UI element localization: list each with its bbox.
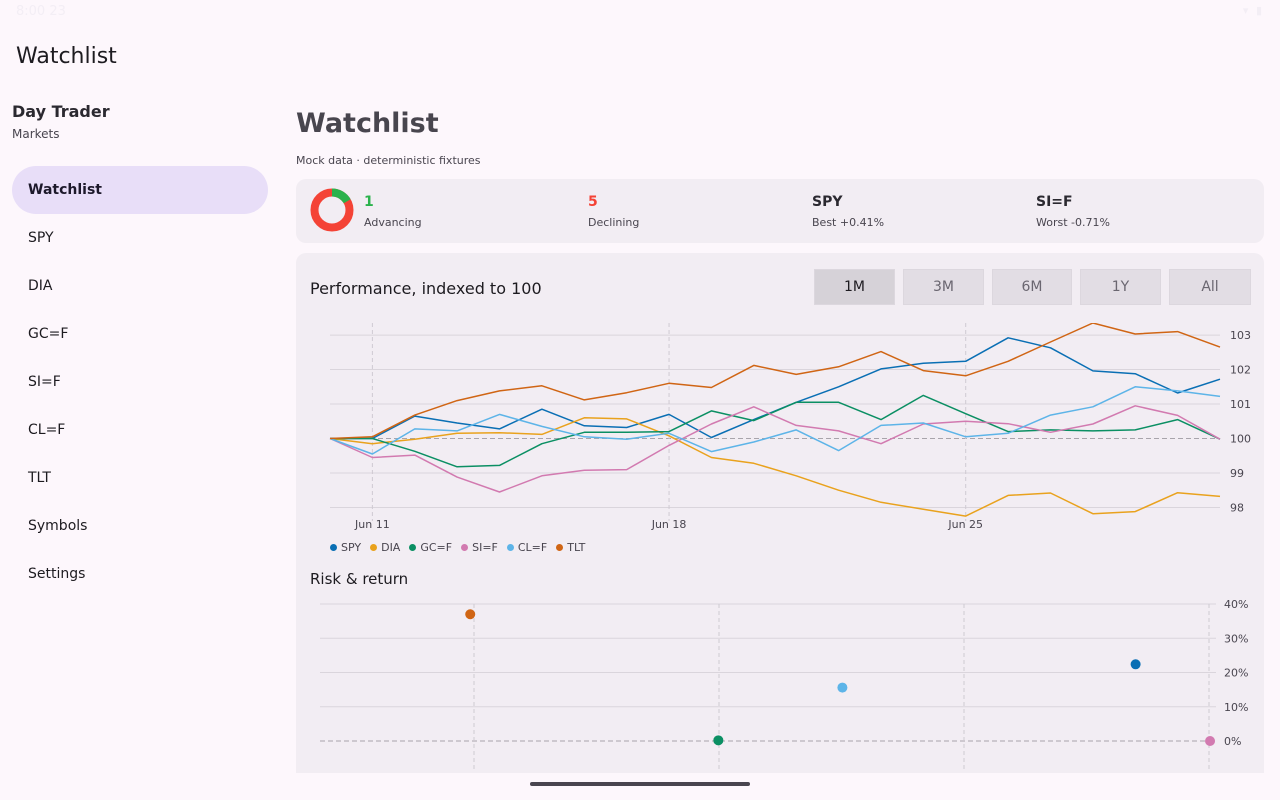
scatter-point-gcf [713,735,724,746]
scatter-point-sif [1205,736,1216,746]
y-tick-label: 101 [1230,398,1251,411]
y-tick-label: 30% [1224,632,1248,645]
stat-advancing: 1 Advancing [364,194,422,229]
advancing-count: 1 [364,194,374,210]
nav-item-gc[interactable]: GC=F [28,326,69,342]
series-line-clf [329,386,1221,455]
best-symbol: SPY [812,194,843,210]
nav-item-symbols[interactable]: Symbols [28,518,88,534]
range-selector: 1M 3M 6M 1Y All [814,269,1251,305]
stat-declining: 5 Declining [588,194,639,229]
worst-label: Worst -0.71% [1036,216,1110,229]
legend-item: SI=F [461,541,498,554]
stat-worst: SI=F Worst -0.71% [1036,194,1110,229]
y-tick-label: 40% [1224,598,1248,611]
legend-item: SPY [330,541,361,554]
home-indicator[interactable] [530,782,750,786]
range-1m-button[interactable]: 1M [814,269,895,305]
battery-icon: ▮ [1255,4,1264,17]
performance-card: Performance, indexed to 100 1M 3M 6M 1Y … [296,253,1264,773]
y-tick-label: 0% [1224,735,1241,748]
worst-symbol: SI=F [1036,194,1073,210]
range-1y-button[interactable]: 1Y [1080,269,1161,305]
risk-return-chart: 40% 30% 20% 10% 0% [320,598,1248,771]
app-bar-title: Watchlist [16,44,117,69]
y-tick-label: 99 [1230,467,1244,480]
series-line-sif [329,405,1221,493]
x-tick-label: Jun 18 [651,518,687,531]
legend-item: DIA [370,541,400,554]
nav-item-tlt[interactable]: TLT [28,470,51,486]
sidebar-subtitle: Markets [12,127,60,141]
nav-item-si[interactable]: SI=F [28,374,61,390]
legend-label: DIA [381,541,401,554]
nav-item-settings[interactable]: Settings [28,566,86,582]
nav-item-cl[interactable]: CL=F [28,422,66,438]
nav-item-watchlist[interactable]: Watchlist [12,166,268,214]
sidebar-brand: Day Trader [12,102,110,121]
y-tick-label: 102 [1230,364,1251,377]
legend-label: GC=F [420,541,453,554]
stat-best: SPY Best +0.41% [812,194,884,229]
page-subtitle: Mock data · deterministic fixtures [296,154,481,167]
scatter-point-spy [1130,659,1141,670]
x-tick-label: Jun 11 [354,518,390,531]
legend-dot-icon [461,544,469,551]
series-line-dia [329,417,1221,517]
best-label: Best +0.41% [812,216,885,229]
series-line-spy [330,337,1221,440]
legend-item: CL=F [506,541,548,554]
legend-dot-icon [370,544,378,551]
status-bar: 8:00 23 ▾ ▮ [0,0,1280,24]
declining-count: 5 [588,194,598,210]
status-time: 8:00 23 [16,4,66,19]
x-tick-label: Jun 25 [947,518,983,531]
legend-dot-icon [506,544,514,551]
scatter-point-tlt [465,609,476,620]
summary-card: 1 Advancing 5 Declining SPY Best +0.41% … [296,179,1264,243]
series-line-gcf [330,394,1221,468]
range-3m-button[interactable]: 3M [903,269,984,305]
legend-dot-icon [556,544,564,551]
page-title: Watchlist [296,108,439,139]
declining-label: Declining [588,216,640,229]
nav-item-dia[interactable]: DIA [28,278,53,294]
donut-advancing-arc [310,188,354,232]
range-all-button[interactable]: All [1169,269,1251,305]
y-tick-label: 10% [1224,701,1248,714]
legend-item: TLT [556,541,585,554]
advance-decline-donut [310,188,354,232]
advancing-label: Advancing [364,216,422,229]
legend-label: TLT [567,541,586,554]
y-tick-label: 103 [1230,329,1251,342]
status-icons: ▾ ▮ [1243,4,1264,17]
y-tick-label: 98 [1230,501,1244,514]
scatter-point-clf [837,682,848,693]
legend-item: GC=F [409,541,452,554]
range-6m-button[interactable]: 6M [992,269,1072,305]
nav-item-spy[interactable]: SPY [28,230,54,246]
legend-label: SI=F [472,541,498,554]
nav-list: Watchlist SPY DIA GC=F SI=F CL=F TLT Sym… [12,166,268,598]
legend-dot-icon [330,544,337,551]
risk-title: Risk & return [310,570,409,588]
performance-title: Performance, indexed to 100 [310,279,542,298]
performance-legend: SPY DIA GC=F SI=F CL=F TLT [330,541,585,554]
legend-dot-icon [409,544,417,551]
performance-chart: 98 99 100 101 102 103 Jun 11 Jun 18 Jun 25 [329,323,1251,531]
series-line-tlt [329,323,1221,440]
y-tick-label: 100 [1230,433,1251,446]
y-tick-label: 20% [1224,667,1248,680]
legend-label: SPY [341,541,362,554]
legend-label: CL=F [517,541,548,554]
wifi-icon: ▾ [1242,4,1251,17]
